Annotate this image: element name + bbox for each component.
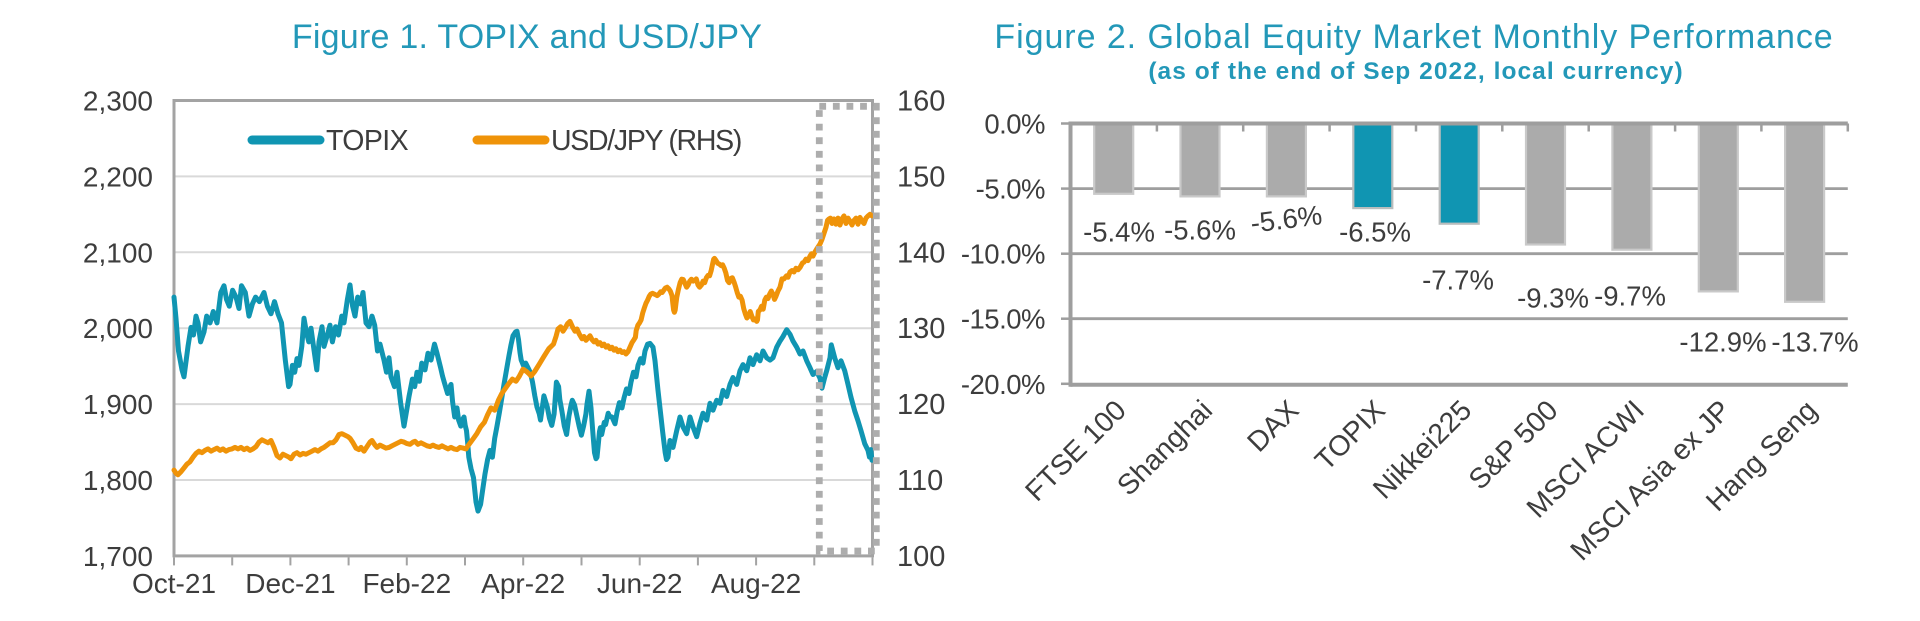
svg-text:-9.3%: -9.3% [1517,283,1589,314]
svg-text:-13.7%: -13.7% [1771,327,1858,358]
svg-text:140: 140 [897,237,945,269]
svg-text:Aug-22: Aug-22 [711,568,801,599]
svg-text:100: 100 [897,541,945,573]
svg-text:-5.6%: -5.6% [1164,215,1236,246]
svg-text:160: 160 [897,86,945,118]
svg-text:2,000: 2,000 [83,313,153,344]
svg-text:2,100: 2,100 [83,237,153,268]
svg-text:Feb-22: Feb-22 [362,568,451,599]
svg-text:120: 120 [897,389,945,421]
svg-text:2,200: 2,200 [83,161,153,192]
svg-text:Jun-22: Jun-22 [597,568,683,599]
svg-text:130: 130 [897,313,945,345]
svg-text:0.0%: 0.0% [984,109,1045,140]
svg-text:Apr-22: Apr-22 [481,568,565,599]
svg-text:(as of the end of Sep 2022, lo: (as of the end of Sep 2022, local curren… [1148,58,1683,85]
svg-text:150: 150 [897,161,945,193]
svg-text:110: 110 [897,465,943,497]
svg-text:-20.0%: -20.0% [961,369,1045,400]
svg-text:-7.7%: -7.7% [1422,265,1494,296]
svg-text:-10.0%: -10.0% [961,239,1045,270]
svg-text:-15.0%: -15.0% [961,304,1045,335]
svg-text:1,900: 1,900 [83,389,153,420]
svg-text:1,700: 1,700 [83,541,153,572]
svg-text:Dec-21: Dec-21 [245,568,335,599]
svg-text:Figure 1. TOPIX and USD/JPY: Figure 1. TOPIX and USD/JPY [292,18,762,56]
svg-text:Figure 2. Global Equity Market: Figure 2. Global Equity Market Monthly P… [994,18,1833,56]
svg-text:-6.5%: -6.5% [1339,217,1411,248]
svg-text:-9.7%: -9.7% [1594,281,1666,312]
svg-text:-12.9%: -12.9% [1679,327,1766,358]
svg-text:2,300: 2,300 [83,86,153,117]
svg-text:Oct-21: Oct-21 [132,568,216,599]
svg-text:-5.4%: -5.4% [1083,217,1155,248]
svg-text:1,800: 1,800 [83,465,153,496]
svg-text:TOPIX: TOPIX [326,125,409,157]
svg-text:USD/JPY (RHS): USD/JPY (RHS) [551,125,741,157]
svg-text:-5.0%: -5.0% [976,174,1045,205]
